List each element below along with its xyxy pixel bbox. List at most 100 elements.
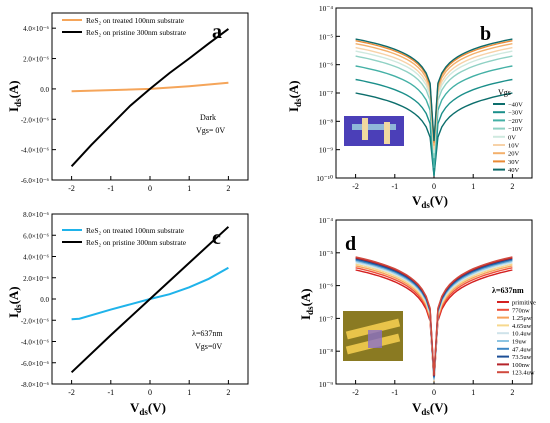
panel-a-letter: a xyxy=(212,21,222,43)
x-tick-label: 0 xyxy=(148,184,152,193)
panel-b-inset-flake xyxy=(352,124,396,130)
legend-label: 4.65uw xyxy=(512,323,532,330)
y-tick-label: 2.0×10⁻⁶ xyxy=(23,56,49,64)
panel-d-inset xyxy=(343,311,403,361)
series-line-5 xyxy=(355,46,513,150)
series-line-1 xyxy=(355,78,513,176)
y-tick-label: 10⁻⁴ xyxy=(319,4,333,13)
panel-c-annotation-wavelength: λ=637nm xyxy=(192,329,223,338)
x-tick-label: 2 xyxy=(510,388,514,397)
panel-d-legend: primitive770nw1.25μw4.65uw10.4uw19uw47.4… xyxy=(497,300,536,377)
x-tick-label: -2 xyxy=(68,184,75,193)
legend-label: 10.4uw xyxy=(512,331,532,338)
y-tick-label: 10⁻¹⁰ xyxy=(316,174,333,183)
y-tick-label: 2.0×10⁻⁶ xyxy=(23,275,49,283)
legend-label: primitive xyxy=(512,300,536,307)
y-tick-label: 10⁻⁶ xyxy=(319,282,333,291)
x-tick-label: -2 xyxy=(352,388,359,397)
panel-a-legend: ReS₂ on treated 100nm substrate ReS₂ on … xyxy=(62,16,187,37)
y-tick-label: -2.0×10⁻⁶ xyxy=(21,116,50,124)
y-tick-label: 10⁻⁶ xyxy=(319,61,333,70)
y-tick-label: 0.0 xyxy=(40,86,49,94)
series-line-8 xyxy=(355,38,513,142)
panel-c-y-ticks: 8.0×10⁻⁶ 6.0×10⁻⁶ 4.0×10⁻⁶ 2.0×10⁻⁶ 0.0 -2.0×… xyxy=(21,211,56,389)
x-tick-label: -2 xyxy=(352,182,359,191)
y-tick-label: 10⁻⁵ xyxy=(319,249,333,258)
x-tick-label: -2 xyxy=(68,388,75,397)
legend-label: 1.25μw xyxy=(512,315,532,322)
panel-c-legend: ReS₂ on treated 100nm substrate ReS₂ on … xyxy=(62,226,187,247)
panel-b-inset-electrode-1 xyxy=(362,118,368,140)
legend-label: 123.4uw xyxy=(512,370,535,377)
legend-label: −20V xyxy=(508,118,523,125)
y-tick-label: -4.0×10⁻⁶ xyxy=(21,147,50,155)
series-line-0 xyxy=(71,266,229,321)
series-line-9 xyxy=(355,256,513,376)
legend-label: 47.4uw xyxy=(512,346,532,353)
legend-label-pristine: ReS₂ on pristine 300nm substrate xyxy=(86,238,187,247)
legend-label: 770nw xyxy=(512,307,530,314)
y-tick-label: 10⁻⁹ xyxy=(319,146,333,155)
y-tick-label: 10⁻⁴ xyxy=(319,216,333,225)
panel-a: a 4.0×10⁻⁶ 2.0×10⁻⁶ 0.0 -2.0×10⁻⁶ -4.0×10⁻⁶ -… xyxy=(6,12,249,193)
panel-a-annotation-dark: Dark xyxy=(200,113,216,122)
y-tick-label: -6.0×10⁻⁶ xyxy=(21,177,50,185)
panel-d-letter: d xyxy=(345,233,356,255)
y-tick-label: 6.0×10⁻⁶ xyxy=(23,232,49,240)
panel-b-y-axis-label: Ids(A) xyxy=(286,80,303,112)
series-line-1 xyxy=(70,226,230,374)
legend-label-pristine: ReS₂ on pristine 300nm substrate xyxy=(86,28,187,37)
panel-d-inset-electrode-1 xyxy=(345,318,401,340)
panel-c: c 8.0×10⁻⁶6.0×10⁻⁶4.0×10⁻⁶2.0×10⁻⁶0.0-2.… xyxy=(6,211,249,417)
panel-b-letter: b xyxy=(480,23,491,45)
series-line-6 xyxy=(355,43,513,146)
x-tick-label: -1 xyxy=(391,388,398,397)
x-tick-label: 2 xyxy=(510,182,514,191)
legend-label: 100nw xyxy=(512,362,530,369)
x-tick-label: 1 xyxy=(471,182,475,191)
panel-b-inset-electrode-2 xyxy=(384,122,390,144)
panel-b-inset xyxy=(344,116,404,146)
legend-label-treated: ReS₂ on treated 100nm substrate xyxy=(86,16,185,25)
legend-label: 73.5uw xyxy=(512,354,532,361)
y-tick-label: 0.0 xyxy=(40,296,49,304)
legend-label: 19uw xyxy=(512,339,527,346)
panel-b-y-ticks: 10⁻⁴ 10⁻⁵ 10⁻⁶ 10⁻⁷ 10⁻⁸ 10⁻⁹ 10⁻¹⁰ xyxy=(316,4,340,183)
series-line-3 xyxy=(355,263,513,382)
y-tick-label: 10⁻⁵ xyxy=(319,32,333,41)
y-tick-label: -4.0×10⁻⁶ xyxy=(21,339,50,347)
x-tick-label: 0 xyxy=(432,182,436,191)
legend-label: −30V xyxy=(508,110,523,117)
series-line-7 xyxy=(355,40,513,143)
panel-b-inset-image xyxy=(344,116,404,146)
series-line-7 xyxy=(355,258,513,378)
legend-label: 10V xyxy=(508,143,520,150)
panel-d-series xyxy=(355,256,513,382)
panel-d-legend-title: λ=637nm xyxy=(492,286,524,295)
panel-b: b 10⁻⁴10⁻⁵10⁻⁶10⁻⁷10⁻⁸10⁻⁹10⁻¹⁰ -2 -1 0 1 2 … xyxy=(286,4,533,210)
x-tick-label: 1 xyxy=(187,388,191,397)
series-line-4 xyxy=(355,262,513,381)
panel-d: d 10⁻⁴ 10⁻⁵ 10⁻⁶ 10⁻⁷ 10⁻⁸ 10⁻⁹ -2 -1 0 1 2 Ids(A… xyxy=(298,216,536,417)
panel-d-x-ticks: -2 -1 0 1 2 xyxy=(352,380,514,397)
x-tick-label: 2 xyxy=(226,184,230,193)
x-tick-label: 1 xyxy=(471,388,475,397)
x-tick-label: -1 xyxy=(107,388,114,397)
series-line-5 xyxy=(355,260,513,380)
series-line-4 xyxy=(355,50,513,154)
y-tick-label: 10⁻⁹ xyxy=(319,380,333,389)
x-tick-label: 0 xyxy=(148,388,152,397)
panel-a-annotation-vgs: Vgs= 0V xyxy=(196,126,225,135)
panel-c-y-axis-label: Ids(A) xyxy=(6,286,23,318)
legend-label: −10V xyxy=(508,126,523,133)
y-tick-label: 10⁻⁷ xyxy=(319,314,333,323)
legend-label: −40V xyxy=(508,102,523,109)
legend-label: 30V xyxy=(508,159,520,166)
x-tick-label: 2 xyxy=(226,388,230,397)
y-tick-label: 10⁻⁸ xyxy=(319,117,333,126)
series-line-6 xyxy=(355,259,513,379)
y-tick-label: -6.0×10⁻⁶ xyxy=(21,360,50,368)
y-tick-label: 10⁻⁷ xyxy=(319,89,333,98)
y-tick-label: -8.0×10⁻⁶ xyxy=(21,381,50,389)
